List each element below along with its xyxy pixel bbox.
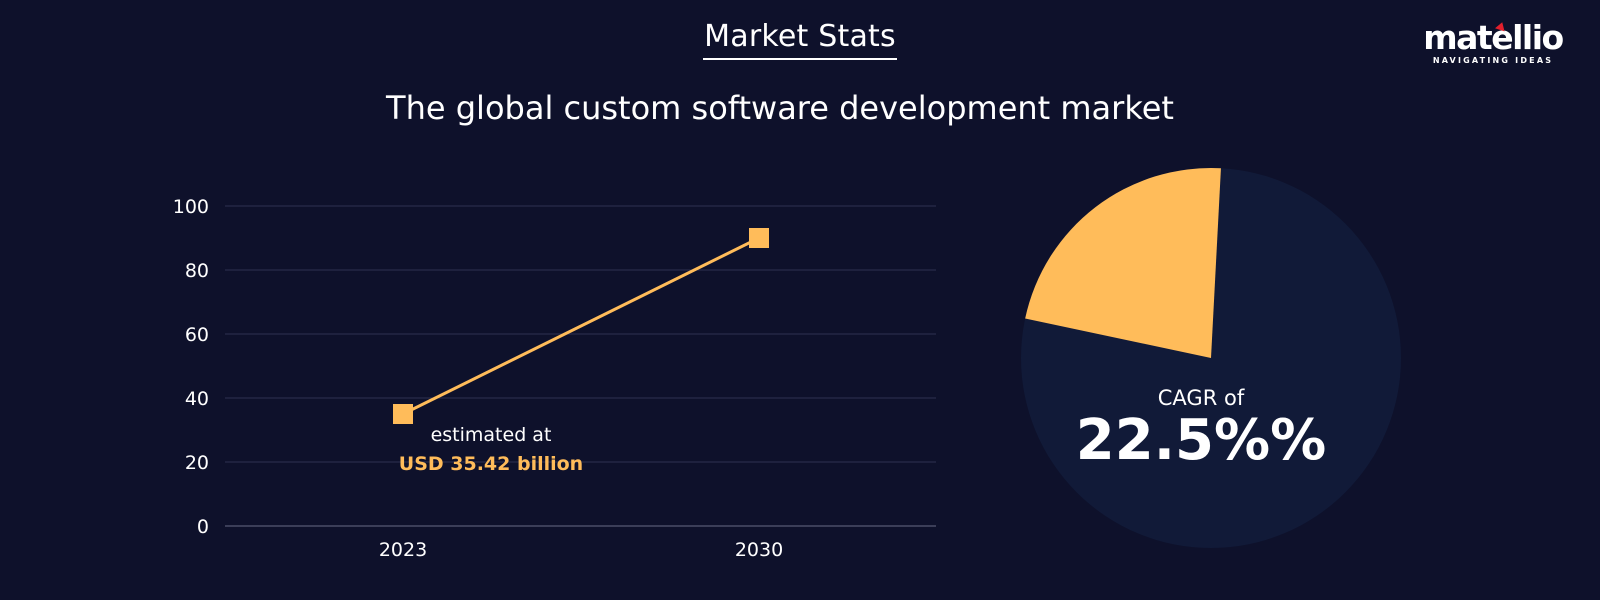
y-tick-label-100: 100 <box>173 196 209 218</box>
annotation-value: USD 35.42 billion <box>399 453 583 475</box>
data-point-2030 <box>749 228 769 248</box>
y-tick-label-20: 20 <box>185 452 209 474</box>
line-chart-annotation: estimated at USD 35.42 billion <box>399 424 583 475</box>
logo-name: matellio <box>1423 18 1564 57</box>
line-chart-y-ticks: 0 20 40 60 80 100 <box>173 196 209 538</box>
cagr-value: 22.5%% <box>1076 408 1326 473</box>
y-tick-label-80: 80 <box>185 260 209 282</box>
line-chart-grid <box>225 205 936 527</box>
y-tick-label-40: 40 <box>185 388 209 410</box>
cagr-label: CAGR of <box>1158 386 1245 410</box>
page-title: Market Stats <box>703 18 897 60</box>
pie-chart-labels: CAGR of 22.5%% <box>1076 386 1326 473</box>
series-line <box>402 236 760 416</box>
x-tick-label-2030: 2030 <box>735 539 783 561</box>
brand-logo: matellio NAVIGATING IDEAS <box>1418 18 1568 65</box>
pie-chart <box>1021 168 1401 548</box>
x-tick-label-2023: 2023 <box>379 539 427 561</box>
y-tick-label-0: 0 <box>197 516 209 538</box>
annotation-text: estimated at <box>431 424 552 446</box>
pie-slice-cagr <box>1025 168 1221 358</box>
y-tick-label-60: 60 <box>185 324 209 346</box>
line-chart-series <box>393 228 769 424</box>
logo-tagline: NAVIGATING IDEAS <box>1432 56 1554 65</box>
page-header: Market Stats <box>0 18 1600 60</box>
data-point-2023 <box>393 404 413 424</box>
page-subtitle: The global custom software development m… <box>386 89 1174 127</box>
line-chart-x-ticks: 2023 2030 <box>379 539 783 561</box>
